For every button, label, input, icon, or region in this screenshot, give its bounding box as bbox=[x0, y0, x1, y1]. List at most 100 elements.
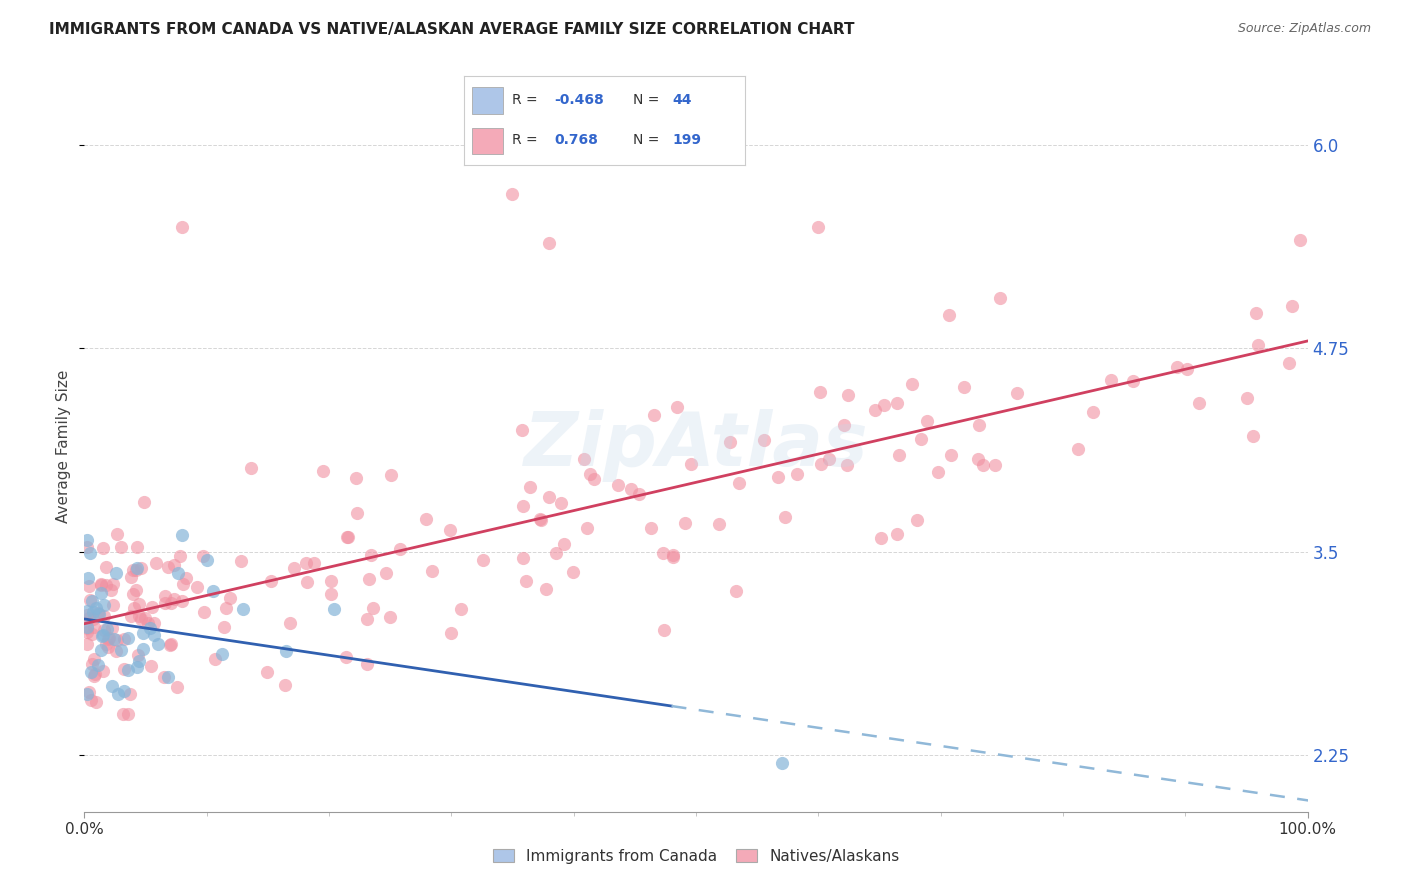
Point bbox=[94, 560, 117, 574]
Text: 0.768: 0.768 bbox=[554, 134, 598, 147]
Point bbox=[80, 594, 103, 608]
Point bbox=[529, 512, 551, 526]
Point bbox=[172, 528, 194, 542]
Point bbox=[766, 470, 789, 484]
Point bbox=[76, 540, 98, 554]
Point bbox=[134, 611, 156, 625]
Point bbox=[120, 570, 142, 584]
Point bbox=[76, 533, 98, 547]
Point bbox=[193, 605, 215, 619]
Point bbox=[90, 576, 112, 591]
Text: IMMIGRANTS FROM CANADA VS NATIVE/ALASKAN AVERAGE FAMILY SIZE CORRELATION CHART: IMMIGRANTS FROM CANADA VS NATIVE/ALASKAN… bbox=[49, 22, 855, 37]
Point bbox=[153, 596, 176, 610]
Point bbox=[157, 670, 180, 684]
Y-axis label: Average Family Size: Average Family Size bbox=[56, 369, 72, 523]
Point bbox=[122, 563, 145, 577]
Point bbox=[887, 448, 910, 462]
Point bbox=[662, 548, 685, 562]
Point bbox=[97, 631, 120, 645]
Point bbox=[112, 662, 135, 676]
Point bbox=[984, 458, 1007, 472]
Point bbox=[346, 506, 368, 520]
Point bbox=[160, 637, 183, 651]
Point bbox=[1241, 429, 1264, 443]
Point bbox=[311, 464, 333, 478]
Point bbox=[1244, 305, 1267, 319]
Text: Source: ZipAtlas.com: Source: ZipAtlas.com bbox=[1237, 22, 1371, 36]
Point bbox=[278, 616, 301, 631]
Point bbox=[450, 601, 472, 615]
Point bbox=[901, 377, 924, 392]
Point bbox=[105, 527, 128, 541]
Point bbox=[274, 678, 297, 692]
Point bbox=[808, 384, 831, 399]
Point bbox=[972, 458, 994, 473]
Point bbox=[1247, 337, 1270, 351]
Point bbox=[380, 609, 402, 624]
Point bbox=[76, 571, 98, 585]
Point bbox=[295, 556, 318, 570]
Point bbox=[82, 605, 104, 619]
Point bbox=[91, 628, 114, 642]
Point bbox=[129, 611, 152, 625]
Point bbox=[172, 219, 194, 234]
Point bbox=[101, 577, 124, 591]
Point bbox=[90, 642, 112, 657]
Point bbox=[103, 632, 125, 646]
Point bbox=[440, 626, 463, 640]
Point bbox=[77, 579, 100, 593]
Point bbox=[159, 638, 181, 652]
Point bbox=[124, 582, 146, 597]
Point bbox=[773, 510, 796, 524]
Point bbox=[439, 523, 461, 537]
Point bbox=[82, 657, 104, 672]
Point bbox=[529, 513, 551, 527]
Point bbox=[112, 684, 135, 698]
Point bbox=[1099, 372, 1122, 386]
Point bbox=[125, 540, 148, 554]
Point bbox=[76, 637, 98, 651]
Point bbox=[117, 631, 139, 645]
Point bbox=[283, 560, 305, 574]
Point bbox=[77, 685, 100, 699]
Point bbox=[76, 607, 98, 622]
Point bbox=[76, 625, 98, 640]
Point bbox=[76, 604, 98, 618]
Point bbox=[120, 609, 142, 624]
Point bbox=[665, 400, 688, 414]
Point bbox=[93, 624, 115, 638]
Text: N =: N = bbox=[633, 94, 664, 107]
Point bbox=[117, 707, 139, 722]
Point bbox=[360, 549, 382, 563]
Point bbox=[927, 465, 949, 479]
Point bbox=[260, 574, 283, 589]
Point bbox=[886, 527, 908, 541]
Point bbox=[80, 665, 103, 680]
Point bbox=[939, 449, 962, 463]
Point bbox=[129, 561, 152, 575]
Point bbox=[359, 572, 381, 586]
Point bbox=[107, 687, 129, 701]
Point bbox=[607, 477, 630, 491]
Point bbox=[1122, 374, 1144, 388]
Point bbox=[93, 599, 115, 613]
Point bbox=[420, 564, 443, 578]
Point bbox=[141, 658, 163, 673]
Point bbox=[837, 388, 859, 402]
Point bbox=[77, 610, 100, 624]
Point bbox=[905, 513, 928, 527]
Point bbox=[127, 659, 149, 673]
Point bbox=[169, 549, 191, 563]
Point bbox=[91, 629, 114, 643]
Point bbox=[125, 563, 148, 577]
Point bbox=[786, 467, 808, 482]
Point bbox=[375, 566, 398, 580]
Point bbox=[76, 687, 98, 701]
Point bbox=[146, 637, 169, 651]
Point bbox=[380, 468, 402, 483]
Point bbox=[344, 471, 367, 485]
Point bbox=[534, 582, 557, 596]
Point bbox=[87, 658, 110, 673]
Point bbox=[127, 648, 149, 662]
Point bbox=[163, 592, 186, 607]
